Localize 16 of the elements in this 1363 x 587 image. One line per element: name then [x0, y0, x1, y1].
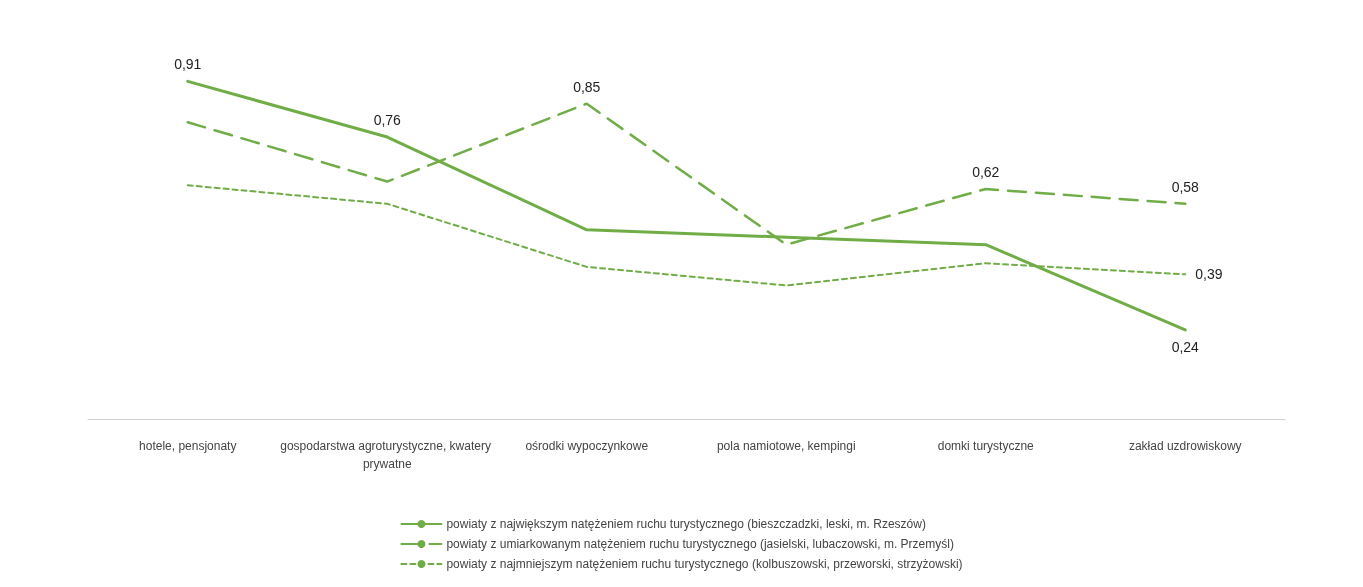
x-tick-label: hotele, pensjonaty [139, 439, 237, 453]
data-label: 0,58 [1171, 178, 1200, 195]
legend-label: powiaty z umiarkowanym natężeniem ruchu turystycznego (jasielski, lubaczowski, m. Przemyśl) [446, 537, 954, 551]
x-tick-label: gospodarstwa agroturystyczne, kwatery prywatne [280, 439, 495, 471]
data-label: 0,85 [573, 78, 601, 95]
data-label: 0,24 [1171, 338, 1200, 355]
legend-label: powiaty z największym natężeniem ruchu turystycznego (bieszczadzki, leski, m. Rzeszów) [446, 517, 926, 531]
data-label: 0,62 [972, 163, 1000, 180]
data-label: 0,76 [373, 112, 402, 129]
data-label: 0,91 [174, 56, 202, 73]
x-tick-label: ośrodki wypoczynkowe [525, 439, 649, 453]
legend-label: powiaty z najmniejszym natężeniem ruchu turystycznego (kolbuszowski, przeworski, strzyżowski) [446, 557, 963, 571]
x-tick-label: pola namiotowe, kempingi [716, 439, 856, 453]
x-tick-label: domki turystyczne [937, 439, 1035, 453]
x-tick-label: zakład uzdrowiskowy [1128, 439, 1242, 453]
data-label: 0,39 [1195, 266, 1223, 283]
